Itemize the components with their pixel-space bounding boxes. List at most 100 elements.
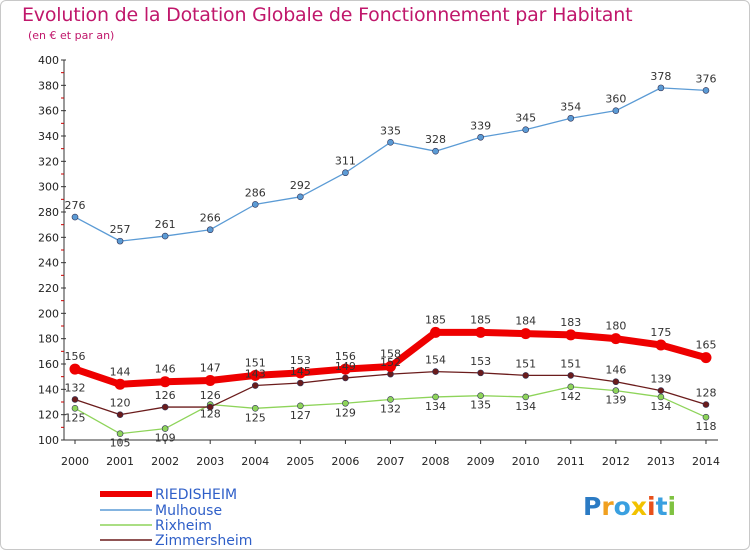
chart-title: Evolution de la Dotation Globale de Fonc… (22, 4, 633, 26)
data-point-riedisheim (159, 376, 171, 388)
y-tick-label: 120 (38, 409, 59, 422)
data-label-riedisheim: 151 (245, 356, 266, 369)
data-label-rixheim: 109 (155, 432, 176, 445)
data-point-rixheim (477, 392, 484, 399)
data-label-riedisheim: 165 (695, 339, 716, 352)
x-tick-label: 2005 (286, 455, 314, 468)
data-point-zimmersheim (567, 372, 575, 379)
y-tick-label: 220 (38, 282, 59, 295)
data-label-zimmersheim: 143 (245, 368, 266, 381)
data-label-riedisheim: 153 (290, 354, 311, 367)
data-point-zimmersheim (477, 369, 484, 377)
data-point-rixheim (612, 387, 620, 394)
data-point-mulhouse (71, 213, 79, 221)
data-label-zimmersheim: 132 (65, 381, 86, 394)
chart-axes: 100 120 140 160 180 200 220 240 260 280 300 320 340 3… (38, 54, 720, 468)
data-label-zimmersheim: 154 (425, 354, 446, 367)
data-point-mulhouse (342, 169, 349, 177)
data-point-mulhouse (477, 133, 484, 141)
data-label-riedisheim: 175 (650, 326, 671, 339)
data-label-rixheim: 134 (425, 400, 446, 413)
y-tick-label: 280 (38, 206, 59, 219)
x-tick-label: 2011 (557, 455, 585, 468)
data-label-mulhouse: 345 (515, 112, 536, 125)
data-point-riedisheim (430, 326, 442, 338)
data-labels: 276 257 261 266 286 292 311 335 328 339 345 354 360 3… (65, 70, 717, 450)
data-point-riedisheim (294, 367, 306, 379)
data-point-riedisheim (114, 378, 126, 390)
y-tick-label: 320 (38, 155, 59, 168)
data-label-rixheim: 134 (650, 400, 671, 413)
y-tick-label: 100 (38, 434, 59, 447)
x-tick-label: 2013 (647, 455, 675, 468)
data-label-zimmersheim: 126 (200, 389, 221, 402)
data-label-rixheim: 134 (515, 400, 536, 413)
data-label-mulhouse: 354 (560, 100, 581, 113)
legend-label-rixheim: Rixheim (155, 518, 212, 534)
data-point-rixheim (702, 413, 710, 421)
data-label-zimmersheim: 151 (560, 357, 581, 370)
data-label-riedisheim: 158 (380, 348, 401, 361)
data-label-riedisheim: 185 (425, 313, 446, 326)
data-label-zimmersheim: 145 (290, 365, 311, 378)
data-label-zimmersheim: 151 (515, 357, 536, 370)
y-tick-label: 240 (38, 257, 59, 270)
data-label-rixheim: 105 (110, 437, 131, 450)
data-point-mulhouse (387, 139, 394, 146)
data-point-mulhouse (206, 226, 214, 234)
data-label-rixheim: 139 (605, 394, 626, 407)
data-point-zimmersheim (297, 379, 304, 387)
data-label-riedisheim: 146 (155, 363, 176, 376)
data-label-rixheim: 128 (200, 408, 221, 421)
y-tick-label: 400 (38, 54, 59, 67)
data-point-riedisheim (249, 369, 261, 381)
data-label-rixheim: 132 (380, 402, 401, 415)
data-label-rixheim: 135 (470, 399, 491, 412)
x-tick-label: 2004 (241, 455, 269, 468)
y-tick-label: 340 (38, 130, 59, 143)
data-point-mulhouse (657, 84, 665, 92)
x-tick-label: 2000 (61, 455, 89, 468)
y-tick-label: 300 (38, 181, 59, 194)
data-point-mulhouse (297, 193, 304, 201)
x-tick-label: 2012 (602, 455, 630, 468)
data-label-mulhouse: 266 (200, 212, 221, 225)
data-point-riedisheim (565, 329, 577, 341)
y-tick-label: 140 (38, 383, 59, 396)
y-tick-label: 160 (38, 358, 59, 371)
y-tick-label: 380 (38, 79, 59, 92)
data-point-zimmersheim (612, 378, 620, 386)
data-label-riedisheim: 147 (200, 361, 221, 374)
data-point-riedisheim (69, 363, 81, 375)
data-point-rixheim (342, 399, 349, 407)
data-label-rixheim: 127 (290, 409, 311, 422)
data-label-zimmersheim: 149 (335, 360, 356, 373)
data-point-mulhouse (161, 232, 169, 240)
data-label-riedisheim: 184 (515, 315, 536, 328)
data-point-mulhouse (251, 201, 259, 208)
data-label-zimmersheim: 139 (650, 373, 671, 386)
x-tick-label: 2002 (151, 455, 179, 468)
data-label-riedisheim: 185 (470, 313, 491, 326)
data-point-mulhouse (567, 114, 575, 122)
data-point-rixheim (71, 405, 79, 412)
x-tick-label: 2009 (467, 455, 495, 468)
data-point-rixheim (116, 430, 124, 437)
x-tick-label: 2008 (422, 455, 450, 468)
data-point-zimmersheim (702, 401, 710, 408)
data-point-rixheim (387, 396, 394, 403)
data-point-riedisheim (520, 328, 532, 340)
data-label-riedisheim: 156 (335, 350, 356, 363)
data-point-riedisheim (655, 339, 667, 351)
x-tick-label: 2006 (331, 455, 359, 468)
data-label-mulhouse: 328 (425, 133, 446, 146)
data-point-mulhouse (522, 126, 530, 133)
data-point-riedisheim (610, 333, 622, 345)
data-label-mulhouse: 335 (380, 124, 401, 137)
x-tick-label: 2007 (376, 455, 404, 468)
data-point-rixheim (567, 383, 575, 391)
data-point-mulhouse (702, 87, 710, 94)
data-label-mulhouse: 261 (155, 218, 176, 231)
data-point-rixheim (161, 425, 169, 432)
